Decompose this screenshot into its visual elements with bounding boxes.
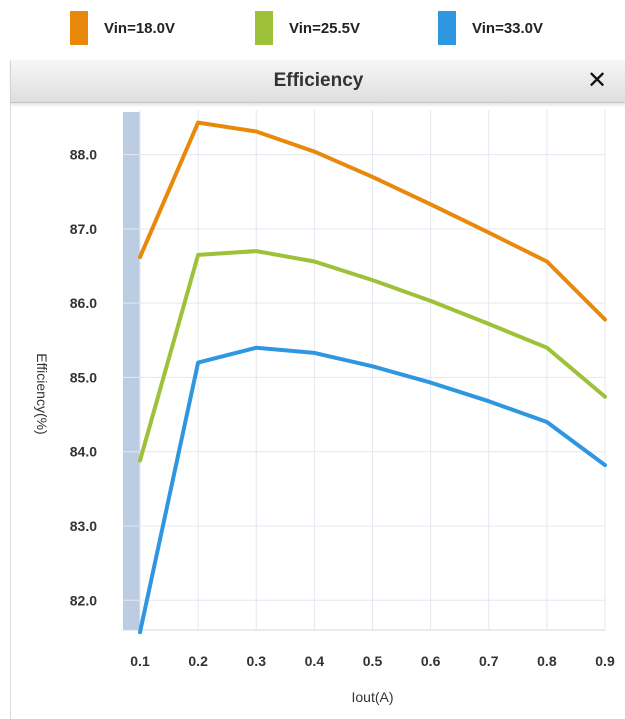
x-tick-label: 0.8	[537, 653, 557, 669]
efficiency-chart: 82.0 83.0 84.0 85.0 86.0 87.0 88.0 0.1 0.2 0.3 0.4…	[34, 110, 615, 705]
x-tick-label: 0.4	[305, 653, 325, 669]
x-tick-label: 0.2	[188, 653, 208, 669]
x-tick-label: 0.6	[421, 653, 441, 669]
x-axis-title: Iout(A)	[351, 689, 393, 705]
y-tick-label: 85.0	[70, 369, 97, 385]
legend-label-vin-25-5: Vin=25.5V	[289, 19, 361, 37]
x-tick-label: 0.7	[479, 653, 499, 669]
legend-item-vin-33[interactable]: Vin=33.0V	[438, 11, 543, 45]
x-tick-label: 0.5	[363, 653, 383, 669]
x-tick-label: 0.1	[130, 653, 150, 669]
legend-item-vin-25-5[interactable]: Vin=25.5V	[255, 11, 360, 45]
x-tick-label: 0.9	[595, 653, 615, 669]
legend-swatch-vin-18	[70, 11, 88, 45]
y-tick-label: 87.0	[70, 221, 97, 237]
panel-titlebar: Efficiency ✕	[11, 60, 625, 103]
series-line-1	[138, 120, 607, 322]
close-icon[interactable]: ✕	[586, 67, 608, 94]
x-tick-label: 0.3	[247, 653, 267, 669]
legend-swatch-vin-33	[438, 11, 456, 45]
y-tick-label: 84.0	[70, 444, 97, 460]
y-tick-label: 82.0	[70, 592, 97, 608]
legend-item-vin-18[interactable]: Vin=18.0V	[70, 11, 175, 45]
y-axis-band	[123, 112, 140, 630]
y-tick-label: 83.0	[70, 518, 97, 534]
series-line-2	[138, 249, 607, 463]
legend-label-vin-33: Vin=33.0V	[472, 19, 544, 37]
chart-panel: 82.0 83.0 84.0 85.0 86.0 87.0 88.0 0.1 0.2 0.3 0.4…	[10, 60, 625, 719]
legend-swatch-vin-25-5	[255, 11, 273, 45]
chart-title: Efficiency	[273, 70, 364, 91]
y-tick-label: 86.0	[70, 295, 97, 311]
legend-label-vin-18: Vin=18.0V	[104, 19, 176, 37]
y-tick-label: 88.0	[70, 147, 97, 163]
y-axis-title: Efficiency(%)	[34, 353, 50, 434]
chart-legend: Vin=18.0V Vin=25.5V Vin=33.0V	[0, 0, 625, 56]
series-line-3	[138, 345, 607, 635]
